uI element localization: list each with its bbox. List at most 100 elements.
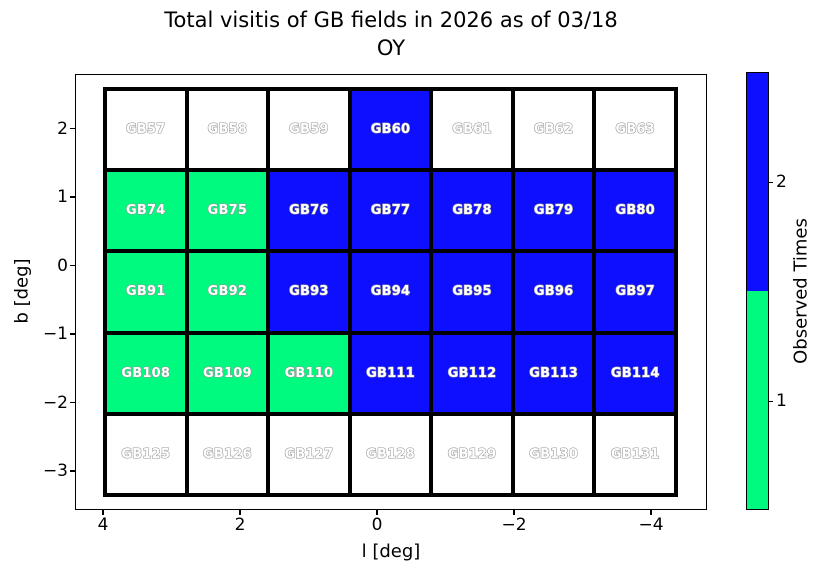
x-tick-mark xyxy=(513,510,515,515)
field-cell-gb94: GB94 xyxy=(349,251,432,333)
field-cell-gb92: GB92 xyxy=(186,251,269,333)
y-tick-label-1: 1 xyxy=(57,187,68,207)
field-cell-gb111: GB111 xyxy=(349,332,432,414)
field-cell-gb75: GB75 xyxy=(186,170,269,252)
field-label: GB59 xyxy=(289,122,329,138)
field-cell-gb93: GB93 xyxy=(268,251,350,333)
field-cell-gb76: GB76 xyxy=(268,170,350,252)
x-tick-label-neg4: −4 xyxy=(638,515,664,535)
field-label: GB63 xyxy=(615,122,655,138)
field-label: GB91 xyxy=(125,284,166,300)
y-tick-label-2: 2 xyxy=(57,118,68,139)
field-cell-gb74: GB74 xyxy=(105,170,187,252)
y-tick-label-neg3: −3 xyxy=(42,461,68,481)
field-grid: GB57 GB58 GB59 GB60 GB61 GB62 GB63 GB74 GB75 GB76… xyxy=(103,87,678,497)
colorbar-tick-label-2: 2 xyxy=(776,172,787,192)
x-tick-mark xyxy=(376,510,378,515)
field-cell-gb112: GB112 xyxy=(431,332,513,414)
field-label: GB112 xyxy=(447,365,497,381)
field-label: GB61 xyxy=(452,122,492,138)
field-label: GB94 xyxy=(370,284,411,300)
field-cell-gb61: GB61 xyxy=(431,89,513,171)
field-cell-gb57: GB57 xyxy=(105,89,187,171)
y-tick-label-0: 0 xyxy=(57,255,68,276)
field-label: GB62 xyxy=(533,122,574,138)
field-label: GB92 xyxy=(207,284,248,300)
field-label: GB96 xyxy=(533,284,574,300)
field-label: GB110 xyxy=(284,365,334,381)
field-cell-gb78: GB78 xyxy=(431,170,513,252)
field-label: GB57 xyxy=(125,122,166,138)
field-label: GB97 xyxy=(615,284,655,300)
colorbar-tick-mark xyxy=(769,400,773,402)
field-cell-gb79: GB79 xyxy=(512,170,595,252)
field-cell-gb63: GB63 xyxy=(594,89,676,171)
field-label: GB113 xyxy=(529,365,579,381)
chart-title-line2: OY xyxy=(376,36,406,60)
field-label: GB108 xyxy=(121,365,171,381)
y-tick-label-neg1: −1 xyxy=(42,324,68,344)
field-label: GB131 xyxy=(610,446,660,462)
x-tick-mark xyxy=(239,510,241,515)
colorbar-segment-observed-1 xyxy=(747,291,768,509)
field-label: GB79 xyxy=(533,203,574,219)
x-tick-label-4: 4 xyxy=(97,515,109,535)
colorbar-tick-mark xyxy=(769,181,773,183)
colorbar-tick-label-1: 1 xyxy=(776,391,787,411)
y-tick-mark xyxy=(70,333,75,335)
field-label: GB130 xyxy=(529,446,579,462)
x-tick-label-2: 2 xyxy=(234,515,246,535)
chart-title: Total visitis of GB fields in 2026 as of… xyxy=(75,6,707,62)
field-cell-gb97: GB97 xyxy=(594,251,676,333)
field-label: GB76 xyxy=(289,203,329,219)
field-label: GB129 xyxy=(447,446,497,462)
field-cell-gb109: GB109 xyxy=(186,332,269,414)
y-tick-label-neg2: −2 xyxy=(42,392,68,413)
field-label: GB126 xyxy=(202,446,252,462)
field-cell-gb129: GB129 xyxy=(431,413,513,495)
field-cell-gb91: GB91 xyxy=(105,251,187,333)
field-label: GB111 xyxy=(366,365,416,381)
field-cell-gb96: GB96 xyxy=(512,251,595,333)
field-label: GB77 xyxy=(370,203,411,219)
field-label: GB75 xyxy=(207,203,248,219)
chart-title-line1: Total visitis of GB fields in 2026 as of… xyxy=(164,8,618,32)
field-label: GB95 xyxy=(452,284,492,300)
field-cell-gb80: GB80 xyxy=(594,170,676,252)
field-label: GB74 xyxy=(125,203,166,219)
x-tick-mark xyxy=(102,510,104,515)
field-cell-gb77: GB77 xyxy=(349,170,432,252)
y-tick-mark xyxy=(70,196,75,198)
field-cell-gb113: GB113 xyxy=(512,332,595,414)
y-tick-mark xyxy=(70,470,75,472)
field-label: GB128 xyxy=(366,446,416,462)
field-cell-gb128: GB128 xyxy=(349,413,432,495)
field-label: GB60 xyxy=(370,122,411,138)
field-label: GB127 xyxy=(284,446,334,462)
field-label: GB125 xyxy=(121,446,171,462)
field-cell-gb110: GB110 xyxy=(268,332,350,414)
colorbar-segment-observed-2 xyxy=(747,73,768,291)
y-axis-label: b [deg] xyxy=(11,258,33,324)
y-tick-mark xyxy=(70,264,75,267)
colorbar-axis-label: Observed Times xyxy=(790,218,812,364)
field-cell-gb126: GB126 xyxy=(186,413,269,495)
field-label: GB93 xyxy=(289,284,329,300)
field-cell-gb125: GB125 xyxy=(105,413,187,495)
field-cell-gb62: GB62 xyxy=(512,89,595,171)
x-axis-label: l [deg] xyxy=(361,541,421,562)
colorbar xyxy=(746,72,769,510)
y-tick-mark xyxy=(70,127,75,130)
x-tick-label-0: 0 xyxy=(371,515,383,535)
field-cell-gb131: GB131 xyxy=(594,413,676,495)
field-cell-gb58: GB58 xyxy=(186,89,269,171)
field-cell-gb108: GB108 xyxy=(105,332,187,414)
field-cell-gb130: GB130 xyxy=(512,413,595,495)
field-label: GB78 xyxy=(452,203,492,219)
field-label: GB109 xyxy=(202,365,252,381)
y-tick-mark xyxy=(70,401,75,404)
field-label: GB114 xyxy=(610,365,660,381)
field-cell-gb127: GB127 xyxy=(268,413,350,495)
x-tick-mark xyxy=(650,510,652,515)
